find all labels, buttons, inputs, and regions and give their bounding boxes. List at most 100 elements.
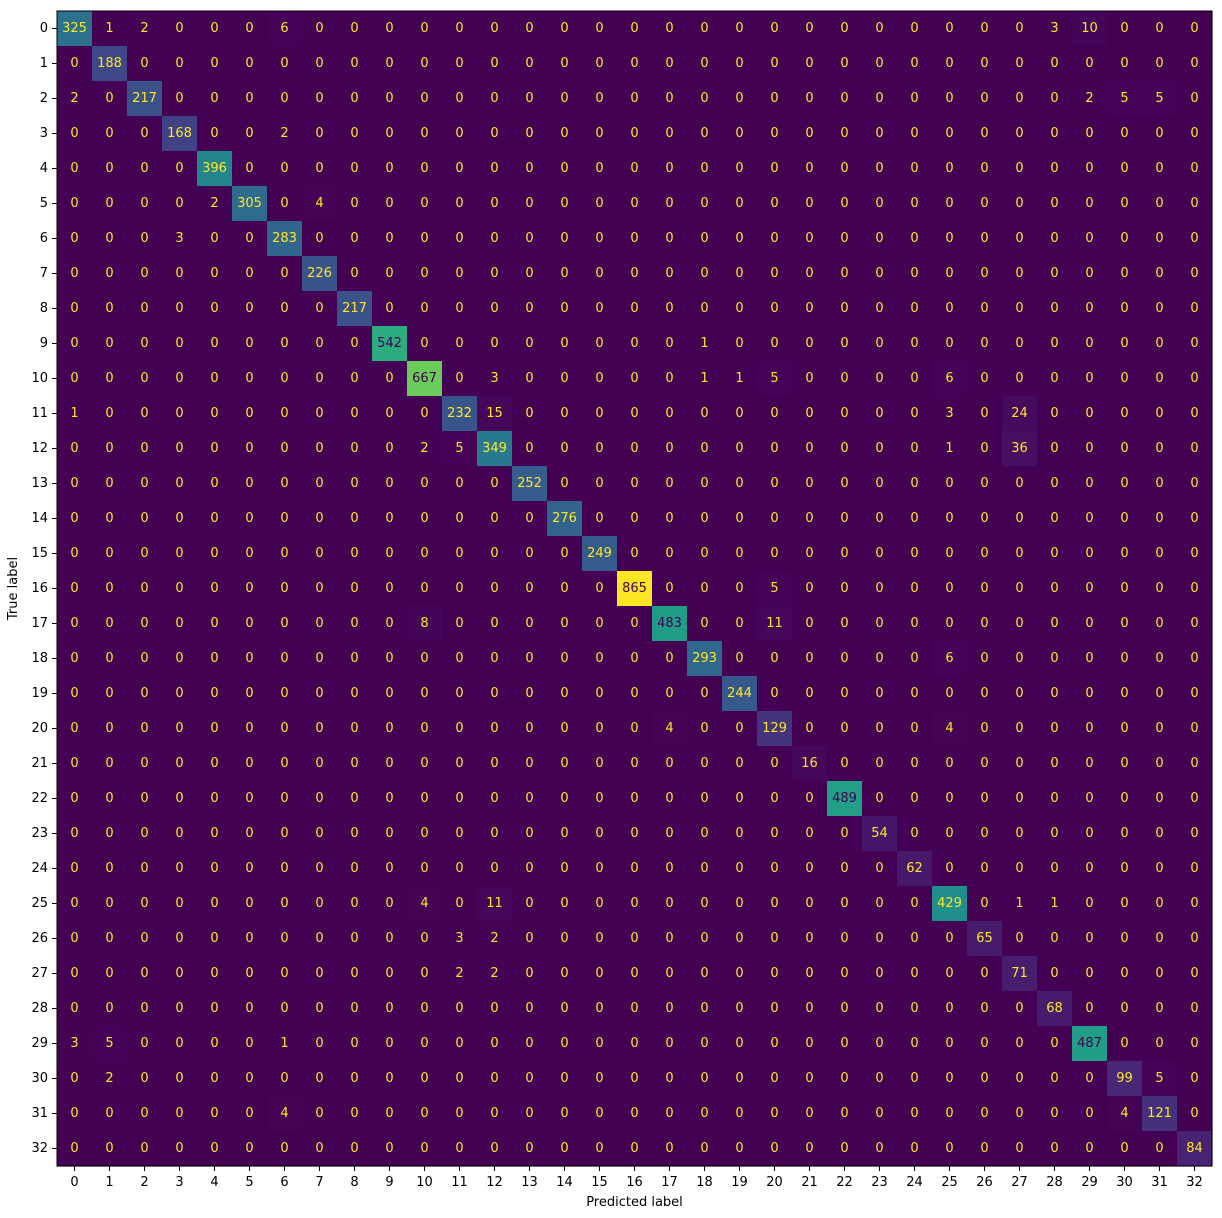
x-tick-label: 6: [280, 1175, 288, 1190]
heatmap-cell: [792, 851, 828, 887]
cell-value-label: 0: [105, 896, 113, 911]
cell-value-label: 0: [1050, 56, 1058, 71]
heatmap-cell: [1037, 81, 1073, 117]
cell-value-label: 0: [350, 616, 358, 631]
cell-value-label: 0: [280, 546, 288, 561]
heatmap-cell: [897, 11, 933, 47]
cell-value-label: 0: [1085, 791, 1093, 806]
cell-value-label: 865: [622, 581, 647, 596]
x-tick-label: 28: [1046, 1175, 1063, 1190]
heatmap-cell: [267, 466, 303, 502]
heatmap-cell: [1177, 11, 1213, 47]
heatmap-cell: [57, 81, 93, 117]
heatmap-cell: [92, 291, 128, 327]
heatmap-cell: [1072, 711, 1108, 747]
cell-value-label: 0: [105, 336, 113, 351]
heatmap-cell: [722, 536, 758, 572]
heatmap-cell: [1142, 956, 1178, 992]
cell-value-label: 0: [665, 861, 673, 876]
heatmap-cell: [722, 361, 758, 397]
cell-value-label: 0: [560, 126, 568, 141]
cell-value-label: 0: [840, 21, 848, 36]
cell-value-label: 0: [525, 1036, 533, 1051]
cell-value-label: 0: [840, 231, 848, 246]
heatmap-cell: [547, 746, 583, 782]
cell-value-label: 0: [1050, 651, 1058, 666]
heatmap-cell: [897, 676, 933, 712]
heatmap-cell: [862, 1061, 898, 1097]
heatmap-cell: [932, 956, 968, 992]
cell-value-label: 0: [490, 301, 498, 316]
heatmap-cell: [197, 116, 233, 152]
heatmap-cell: [232, 256, 268, 292]
cell-value-label: 0: [70, 616, 78, 631]
heatmap-cell: [512, 851, 548, 887]
heatmap-cell: [757, 291, 793, 327]
heatmap-cell: [582, 11, 618, 47]
cell-value-label: 99: [1116, 1071, 1133, 1086]
cell-value-label: 0: [245, 371, 253, 386]
cell-value-label: 0: [245, 1001, 253, 1016]
cell-value-label: 0: [560, 791, 568, 806]
cell-value-label: 0: [105, 441, 113, 456]
heatmap-cell: [232, 921, 268, 957]
x-tick-label: 27: [1011, 1175, 1028, 1190]
heatmap-cell: [267, 326, 303, 362]
heatmap-cell: [1072, 676, 1108, 712]
heatmap-cell: [267, 886, 303, 922]
cell-value-label: 0: [350, 371, 358, 386]
cell-value-label: 0: [140, 476, 148, 491]
heatmap-cell: [897, 501, 933, 537]
cell-value-label: 0: [735, 126, 743, 141]
heatmap-cell: [897, 151, 933, 187]
cell-value-label: 0: [280, 1001, 288, 1016]
cell-value-label: 0: [350, 126, 358, 141]
cell-value-label: 217: [342, 301, 367, 316]
cell-value-label: 0: [1190, 791, 1198, 806]
cell-value-label: 0: [525, 861, 533, 876]
heatmap-cell: [267, 151, 303, 187]
heatmap-cell: [1002, 256, 1038, 292]
cell-value-label: 0: [175, 1141, 183, 1156]
heatmap-cell: [1072, 641, 1108, 677]
cell-value-label: 0: [420, 931, 428, 946]
cell-value-label: 0: [280, 966, 288, 981]
heatmap-cell: [407, 711, 443, 747]
heatmap-cell: [57, 606, 93, 642]
cell-value-label: 0: [595, 1071, 603, 1086]
cell-value-label: 0: [875, 896, 883, 911]
cell-value-label: 0: [70, 826, 78, 841]
heatmap-cell: [1107, 606, 1143, 642]
heatmap-cell: [1142, 676, 1178, 712]
cell-value-label: 0: [315, 301, 323, 316]
heatmap-cell: [827, 921, 863, 957]
heatmap-cell: [267, 11, 303, 47]
heatmap-cell: [57, 1061, 93, 1097]
cell-value-label: 232: [447, 406, 472, 421]
cell-value-label: 0: [140, 1071, 148, 1086]
heatmap-cell: [897, 186, 933, 222]
cell-value-label: 0: [105, 651, 113, 666]
cell-value-label: 0: [175, 651, 183, 666]
cell-value-label: 0: [350, 791, 358, 806]
heatmap-cell: [967, 221, 1003, 257]
cell-value-label: 0: [280, 196, 288, 211]
cell-value-label: 0: [770, 966, 778, 981]
cell-value-label: 0: [420, 546, 428, 561]
cell-value-label: 0: [665, 1106, 673, 1121]
cell-value-label: 0: [595, 126, 603, 141]
heatmap-cell: [1107, 886, 1143, 922]
cell-value-label: 0: [630, 721, 638, 736]
heatmap-cell: [92, 466, 128, 502]
cell-value-label: 0: [1085, 161, 1093, 176]
cell-value-label: 0: [665, 686, 673, 701]
heatmap-cell: [442, 711, 478, 747]
cell-value-label: 0: [595, 91, 603, 106]
heatmap-cell: [1037, 571, 1073, 607]
cell-value-label: 0: [945, 336, 953, 351]
cell-value-label: 0: [105, 931, 113, 946]
cell-value-label: 0: [840, 336, 848, 351]
heatmap-cell: [442, 81, 478, 117]
cell-value-label: 0: [945, 616, 953, 631]
heatmap-cell: [92, 921, 128, 957]
